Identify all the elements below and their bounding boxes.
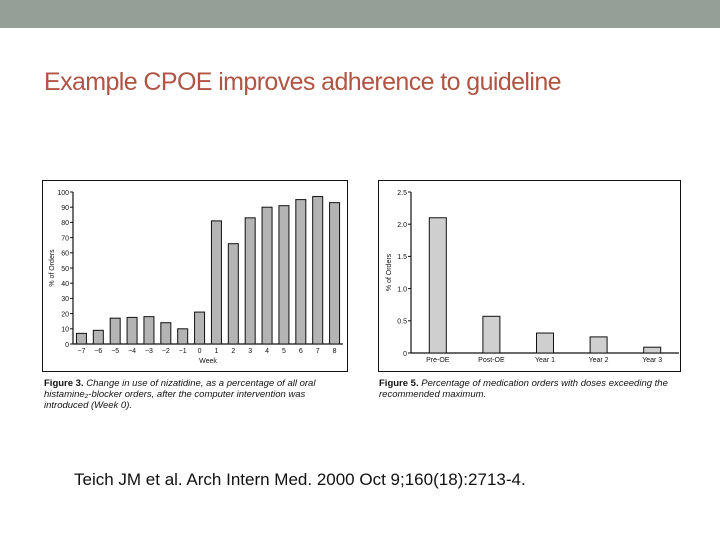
- citation-text: Teich JM et al. Arch Intern Med. 2000 Oc…: [74, 470, 526, 489]
- figure-3-caption-label: Figure 3.: [44, 378, 84, 389]
- figure-5-caption-text: Percentage of medication orders with dos…: [379, 378, 668, 400]
- y-tick-label: 2.5: [397, 190, 407, 197]
- y-axis-label: % of Orders: [386, 253, 393, 291]
- x-tick-label: 3: [248, 348, 252, 355]
- bar: [244, 217, 256, 345]
- bar: [536, 332, 554, 354]
- bar: [109, 317, 121, 345]
- bar: [312, 196, 324, 345]
- x-axis-label: Week: [199, 358, 217, 365]
- y-tick-label: 1.5: [397, 254, 407, 261]
- y-tick-label: 20: [61, 311, 69, 318]
- top-banner: [0, 0, 720, 28]
- y-tick-label: 0.5: [397, 319, 407, 326]
- bar: [194, 311, 206, 345]
- x-tick-label: −4: [128, 348, 136, 355]
- x-tick-label: Post-OE: [478, 357, 505, 364]
- y-tick-label: 50: [61, 266, 69, 273]
- y-tick-label: 0: [403, 351, 407, 358]
- x-tick-label: Year 1: [535, 357, 555, 364]
- y-tick-label: 60: [61, 251, 69, 258]
- y-tick-label: 40: [61, 281, 69, 288]
- x-tick-label: 6: [299, 348, 303, 355]
- bar: [92, 329, 104, 345]
- bar: [261, 206, 273, 345]
- figure-3-chart: 0 10 20 30 40 50 60 70 80 90 100% of Orders −7 −6 −5−…: [42, 180, 348, 372]
- x-tick-label: 5: [282, 348, 286, 355]
- y-tick-label: 10: [61, 327, 69, 334]
- x-tick-label: 4: [265, 348, 269, 355]
- bar: [329, 202, 341, 345]
- x-tick-label: −1: [179, 348, 187, 355]
- x-tick-label: −7: [77, 348, 85, 355]
- x-tick-label: −6: [94, 348, 102, 355]
- x-tick-label: −2: [162, 348, 170, 355]
- figure-5-caption: Figure 5. Percentage of medication order…: [379, 378, 679, 400]
- figure-3-caption: Figure 3. Change in use of nizatidine, a…: [44, 378, 344, 411]
- bar: [643, 346, 662, 354]
- y-tick-label: 80: [61, 220, 69, 227]
- x-tick-label: 0: [198, 348, 202, 355]
- figure-5-caption-label: Figure 5.: [379, 378, 419, 389]
- x-tick-label: Year 2: [589, 357, 609, 364]
- bar: [482, 315, 501, 354]
- y-tick-label: 70: [61, 235, 69, 242]
- y-tick-label: 1.0: [397, 286, 407, 293]
- figure-3-caption-text: Change in use of nizatidine, as a percen…: [44, 378, 316, 411]
- slide-title: Example CPOE improves adherence to guide…: [44, 68, 562, 96]
- bar: [177, 328, 189, 345]
- bar: [75, 332, 87, 345]
- y-tick-label: 30: [61, 296, 69, 303]
- x-tick-label: 1: [214, 348, 218, 355]
- x-tick-label: 7: [316, 348, 320, 355]
- bar: [227, 243, 239, 345]
- x-tick-label: 8: [333, 348, 337, 355]
- bar: [210, 220, 222, 345]
- figure-5-plot: 0 0.5 1.0 1.5 2.0 2.5 % of Orders Pre-OE Post-OE…: [386, 190, 679, 364]
- x-tick-label: −5: [111, 348, 119, 355]
- x-tick-label: Year 3: [642, 357, 662, 364]
- y-tick-label: 2.0: [397, 222, 407, 229]
- bar: [143, 316, 155, 345]
- bar: [278, 205, 290, 345]
- bar: [428, 217, 447, 354]
- x-tick-label: Pre-OE: [426, 357, 450, 364]
- y-tick-label: 90: [61, 205, 69, 212]
- bar: [295, 199, 307, 345]
- bar: [160, 322, 172, 345]
- x-tick-label: 2: [231, 348, 235, 355]
- y-axis-label: % of Orders: [49, 249, 56, 287]
- figure-5-chart: 0 0.5 1.0 1.5 2.0 2.5 % of Orders Pre-OE Post-OE…: [378, 180, 681, 372]
- y-tick-label: 0: [65, 342, 69, 349]
- bar: [589, 336, 608, 354]
- bar: [126, 316, 138, 345]
- y-tick-label: 100: [57, 190, 69, 197]
- x-tick-label: −3: [145, 348, 153, 355]
